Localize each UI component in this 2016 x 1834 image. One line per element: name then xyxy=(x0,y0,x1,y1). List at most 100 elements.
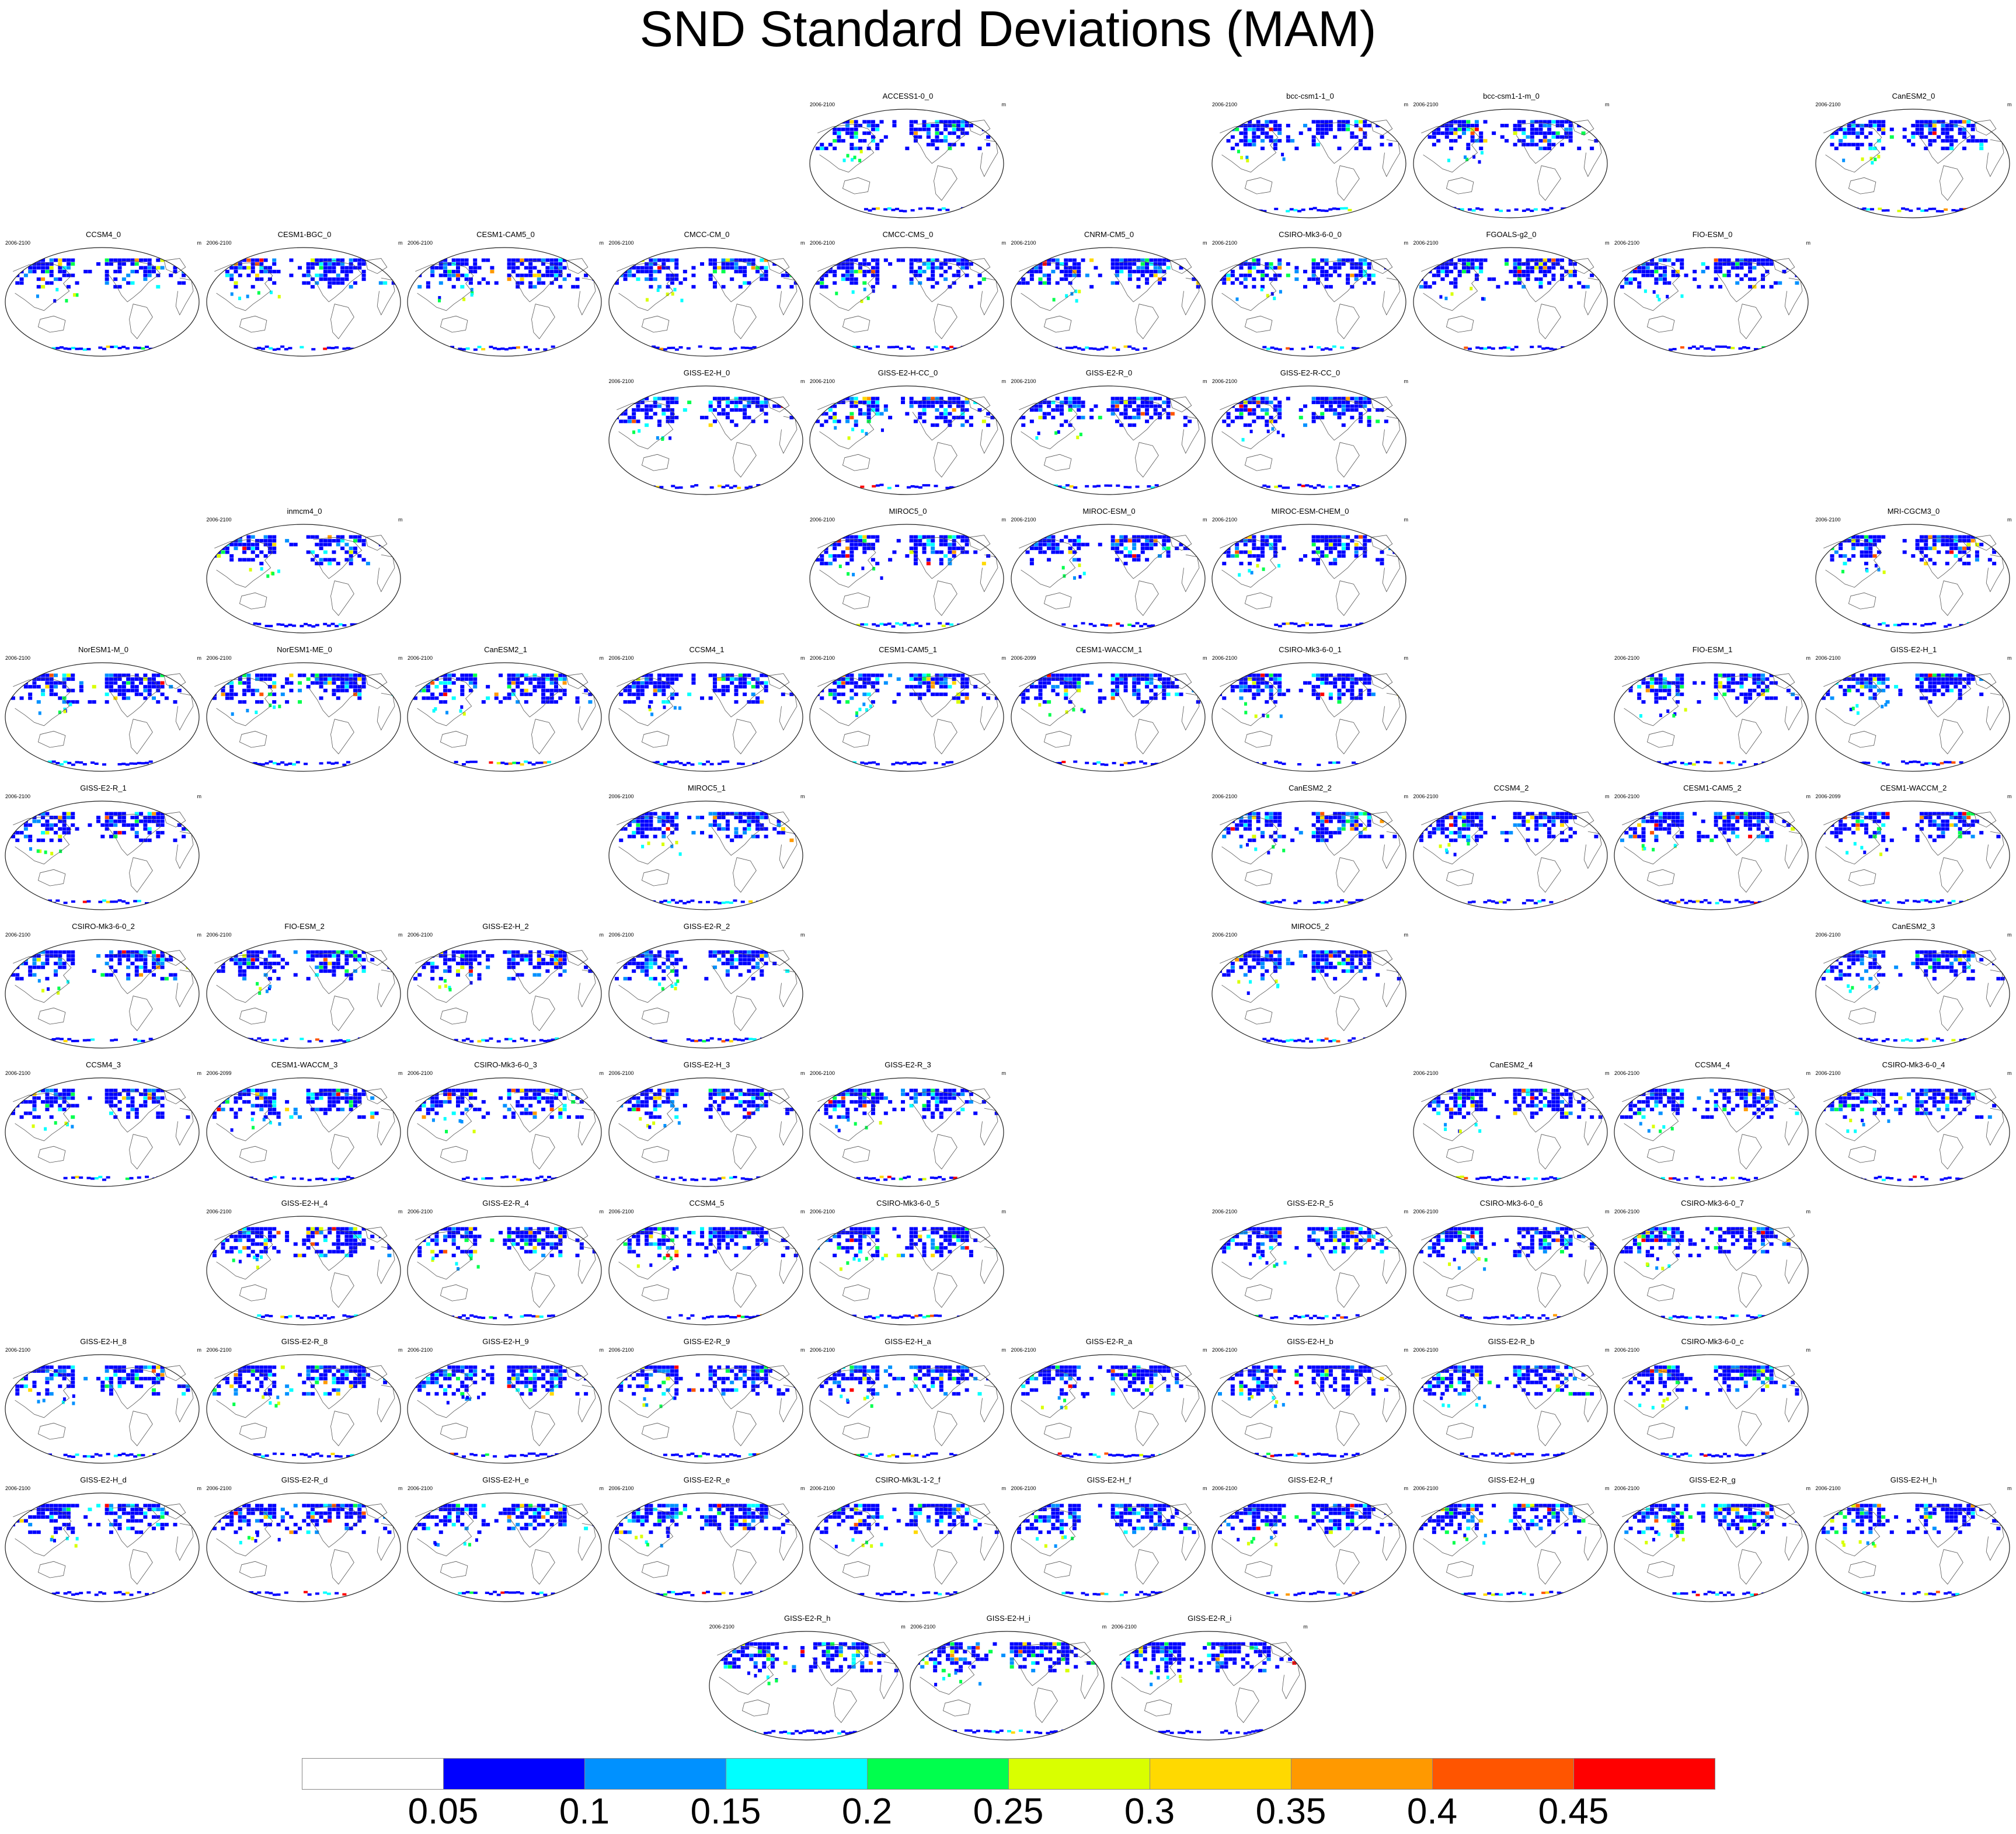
map-CanESM2_3 xyxy=(1815,939,2010,1049)
snow-field-GISS-E2-R_i xyxy=(1117,1642,1297,1735)
map-panel: CESM1-WACCM_2 2006-2099 m xyxy=(1815,784,2013,916)
panel-model-name: CSIRO-Mk3-6-0_c xyxy=(1681,1337,1744,1346)
panel-units: m xyxy=(1001,655,1007,661)
panel-units: m xyxy=(2007,655,2012,661)
map-frame xyxy=(1412,109,1608,218)
snow-field-FIO-ESM_1 xyxy=(1620,673,1799,766)
map-panel: CESM1-WACCM_1 2006-2099 m xyxy=(1010,645,1209,777)
map-panel: GISS-E2-H_0 2006-2100 m xyxy=(608,368,806,500)
snow-field-MIROC5_1 xyxy=(614,812,798,904)
map-panel: CCSM4_5 2006-2100 m xyxy=(608,1199,806,1331)
snow-field-GISS-E2-R_f xyxy=(1217,1504,1401,1596)
snow-field-GISS-E2-H_i xyxy=(916,1642,1099,1735)
map-MIROC-ESM-CHEM_0 xyxy=(1211,524,1406,634)
panel-units: m xyxy=(599,1209,604,1214)
panel-year-range: 2006-2100 xyxy=(810,240,835,246)
panel-year-range: 2006-2100 xyxy=(810,1347,835,1353)
panel-model-name: GISS-E2-R_g xyxy=(1689,1475,1736,1484)
panel-model-name: GISS-E2-R_h xyxy=(784,1614,831,1623)
coastlines xyxy=(1622,1227,1803,1308)
map-panel: CanESM2_1 2006-2100 m xyxy=(406,645,605,777)
map-frame xyxy=(608,939,803,1049)
panel-units: m xyxy=(800,794,805,799)
map-panel: GISS-E2-R_5 2006-2100 m xyxy=(1211,1199,1409,1331)
map-frame xyxy=(1211,801,1406,910)
panel-units: m xyxy=(398,1209,403,1214)
panel-year-range: 2006-2100 xyxy=(1413,102,1439,107)
panel-year-range: 2006-2100 xyxy=(1212,794,1238,799)
snow-field-GISS-E2-R-CC_0 xyxy=(1217,396,1397,489)
panel-year-range: 2006-2100 xyxy=(608,655,634,661)
panel-model-name: NorESM1-ME_0 xyxy=(277,645,332,654)
coastlines xyxy=(616,396,797,478)
panel-year-range: 2006-2100 xyxy=(608,240,634,246)
panel-model-name: CCSM4_0 xyxy=(86,230,121,239)
map-panel: CESM1-CAM5_0 2006-2100 m xyxy=(406,230,605,362)
map-panel: GISS-E2-H_g 2006-2100 m xyxy=(1412,1475,1611,1607)
snow-field-GISS-E2-H_a xyxy=(815,1365,991,1458)
coastlines xyxy=(214,1504,395,1585)
map-panel: CCSM4_1 2006-2100 m xyxy=(608,645,806,777)
colorbar-swatch xyxy=(1291,1758,1433,1790)
panel-model-name: GISS-E2-R_b xyxy=(1488,1337,1535,1346)
snow-field-CESM1-BGC_0 xyxy=(212,258,396,351)
map-frame xyxy=(1412,1354,1608,1464)
panel-model-name: bcc-csm1-1_0 xyxy=(1286,92,1334,100)
snow-field-CESM1-WACCM_2 xyxy=(1821,812,2000,904)
panel-units: m xyxy=(599,1070,604,1076)
colorbar-tick-label: 0.4 xyxy=(1406,1791,1458,1832)
map-GISS-E2-R_e xyxy=(608,1492,803,1602)
panel-year-range: 2006-2100 xyxy=(1212,378,1238,384)
map-frame xyxy=(608,1492,803,1602)
map-frame xyxy=(5,1492,200,1602)
panel-year-range: 2006-2100 xyxy=(408,1347,433,1353)
map-panel: CCSM4_2 2006-2100 m xyxy=(1412,784,1611,916)
panel-model-name: FGOALS-g2_0 xyxy=(1486,230,1537,239)
panel-model-name: MIROC5_1 xyxy=(687,784,726,792)
map-panel: NorESM1-M_0 2006-2100 m xyxy=(4,645,203,777)
map-frame xyxy=(1211,524,1406,634)
panel-year-range: 2006-2100 xyxy=(910,1624,936,1630)
map-frame xyxy=(1111,1631,1306,1741)
panel-model-name: GISS-E2-H_g xyxy=(1488,1475,1535,1484)
map-frame xyxy=(1211,1216,1406,1325)
snow-field-GISS-E2-H_g xyxy=(1419,1504,1598,1596)
map-frame xyxy=(1010,524,1206,634)
snow-field-GISS-E2-H_b xyxy=(1217,1365,1401,1458)
panel-year-range: 2006-2100 xyxy=(1212,932,1238,938)
snow-field-CMCC-CMS_0 xyxy=(815,258,995,351)
map-MIROC5_1 xyxy=(608,801,803,910)
map-CMCC-CM_0 xyxy=(608,247,803,357)
map-frame xyxy=(809,662,1004,772)
panel-model-name: GISS-E2-H_4 xyxy=(281,1199,328,1207)
panel-model-name: GISS-E2-R_d xyxy=(281,1475,328,1484)
map-CSIRO-Mk3-6-0_4 xyxy=(1815,1077,2010,1187)
snow-field-GISS-E2-H_d xyxy=(11,1504,186,1596)
panel-model-name: CanESM2_4 xyxy=(1489,1060,1533,1069)
map-CSIRO-Mk3-6-0_6 xyxy=(1412,1216,1608,1325)
map-panel: GISS-E2-R_4 2006-2100 m xyxy=(406,1199,605,1331)
snow-field-CCSM4_5 xyxy=(614,1227,798,1320)
map-frame xyxy=(809,109,1004,218)
panel-year-range: 2006-2100 xyxy=(709,1624,734,1630)
panel-year-range: 2006-2100 xyxy=(1614,1485,1640,1491)
snow-field-ACCESS1-0_0 xyxy=(815,120,995,213)
panel-year-range: 2006-2100 xyxy=(1614,1209,1640,1214)
map-frame xyxy=(1010,385,1206,495)
panel-year-range: 2006-2100 xyxy=(810,378,835,384)
panel-year-range: 2006-2100 xyxy=(1212,102,1238,107)
coastlines xyxy=(13,1365,194,1446)
map-CCSM4_1 xyxy=(608,662,803,772)
snow-field-CSIRO-Mk3-6-0_0 xyxy=(1217,258,1401,351)
panel-units: m xyxy=(1404,1485,1409,1491)
map-GISS-E2-H_b xyxy=(1211,1354,1406,1464)
map-panel: GISS-E2-R_a 2006-2100 m xyxy=(1010,1337,1209,1469)
coastlines xyxy=(1220,1227,1401,1308)
coastlines xyxy=(616,1365,797,1446)
map-panel: GISS-E2-H_3 2006-2100 m xyxy=(608,1060,806,1192)
map-frame xyxy=(709,1631,904,1741)
map-frame xyxy=(206,247,401,357)
map-GISS-E2-R_1 xyxy=(5,801,200,910)
map-GISS-E2-H-CC_0 xyxy=(809,385,1004,495)
map-frame xyxy=(1614,1492,1809,1602)
